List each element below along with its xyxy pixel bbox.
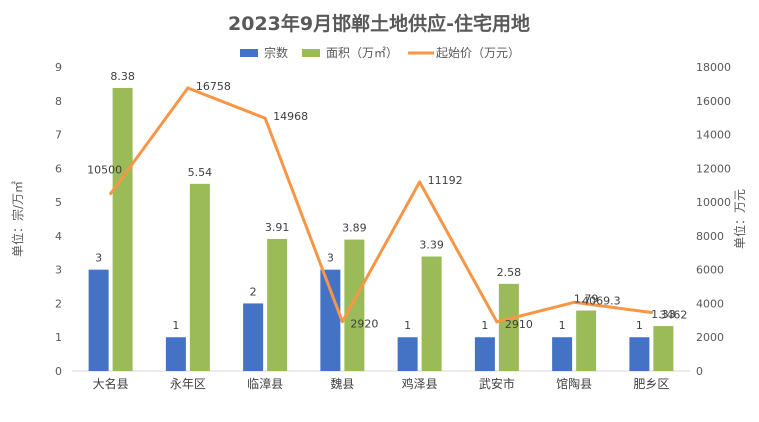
- area-data-label: 8.38: [110, 70, 135, 83]
- x-tick-label: 肥乡区: [633, 377, 669, 391]
- price-data-label: 16758: [196, 80, 231, 93]
- y-left-tick-label: 6: [55, 162, 62, 175]
- bar-area: [189, 183, 210, 371]
- y-left-tick-label: 7: [55, 129, 62, 142]
- y-left-tick-label: 3: [55, 264, 62, 277]
- price-point: [649, 311, 653, 315]
- bar-count: [397, 337, 418, 371]
- count-data-label: 2: [250, 285, 257, 298]
- bar-count: [629, 337, 650, 371]
- price-point: [263, 116, 267, 120]
- price-data-label: 2920: [350, 318, 378, 331]
- price-point: [495, 320, 499, 324]
- price-point: [572, 300, 576, 304]
- price-data-label: 11192: [428, 174, 463, 187]
- price-data-label: 4069.3: [582, 294, 621, 307]
- price-data-label: 3462: [659, 309, 687, 322]
- legend-swatch: [240, 49, 258, 57]
- y-right-tick-label: 10000: [696, 196, 731, 209]
- price-point: [340, 320, 344, 324]
- y-left-tick-label: 1: [55, 331, 62, 344]
- bars: [88, 87, 674, 371]
- y-right-axis-title: 单位：万元: [732, 189, 747, 249]
- y-left-tick-label: 2: [55, 297, 62, 310]
- price-data-label: 10500: [87, 164, 122, 177]
- y-right-tick-label: 4000: [696, 297, 724, 310]
- line-layer: [109, 86, 653, 324]
- area-data-label: 5.54: [188, 166, 213, 179]
- bar-count: [320, 269, 341, 371]
- x-tick-label: 武安市: [479, 376, 515, 391]
- area-data-label: 3.89: [342, 222, 367, 235]
- count-data-label: 1: [559, 319, 566, 332]
- legend-label: 宗数: [264, 45, 288, 60]
- bar-area: [576, 310, 597, 371]
- price-data-label: 14968: [273, 110, 308, 123]
- chart-title: 2023年9月邯郸土地供应-住宅用地: [228, 12, 530, 35]
- bar-count: [552, 337, 573, 371]
- x-tick-label: 大名县: [93, 376, 129, 391]
- count-data-label: 3: [327, 252, 334, 265]
- count-data-label: 1: [481, 319, 488, 332]
- count-data-label: 1: [404, 319, 411, 332]
- area-data-label: 1.79: [574, 293, 599, 306]
- bar-count: [88, 269, 109, 371]
- y-right-tick-label: 8000: [696, 230, 724, 243]
- y-left-tick-label: 0: [55, 365, 62, 378]
- legend-label: 起始价（万元）: [436, 46, 520, 60]
- y-right-tick-label: 18000: [696, 61, 731, 74]
- x-tick-label: 永年区: [170, 377, 206, 391]
- y-right-tick-label: 12000: [696, 162, 731, 175]
- y-left-tick-label: 9: [55, 61, 62, 74]
- y-left-tick-label: 8: [55, 95, 62, 108]
- price-point: [418, 180, 422, 184]
- legend-label: 面积（万㎡）: [326, 46, 398, 60]
- legend-swatch: [302, 49, 320, 57]
- area-data-label: 1.33: [651, 308, 676, 321]
- area-data-label: 3.39: [419, 238, 444, 251]
- x-tick-label: 馆陶县: [556, 376, 592, 391]
- y-right-tick-label: 0: [696, 365, 703, 378]
- y-left-axis-title: 单位：宗/万㎡: [10, 181, 25, 257]
- count-data-label: 3: [95, 252, 102, 265]
- count-data-label: 1: [172, 319, 179, 332]
- bar-count: [243, 303, 264, 371]
- bar-count: [165, 337, 186, 371]
- area-data-label: 2.58: [497, 266, 522, 279]
- count-data-label: 1: [636, 319, 643, 332]
- bar-area: [498, 283, 519, 371]
- x-tick-label: 临漳县: [247, 376, 283, 391]
- y-right-tick-label: 6000: [696, 264, 724, 277]
- x-tick-label: 鸡泽县: [402, 376, 438, 391]
- bar-area: [653, 326, 674, 371]
- x-tick-label: 魏县: [330, 376, 354, 391]
- bar-area: [267, 238, 288, 371]
- data-labels: 3 1 2 3 1 1 1 1 8.38 5.54 3.91 3.89 3.39 2.58 1.79 1.33…: [87, 70, 687, 332]
- price-data-label: 2910: [505, 318, 533, 331]
- y-left-tick-label: 5: [55, 196, 62, 209]
- price-point: [109, 192, 113, 196]
- price-line: [109, 86, 652, 324]
- axes: 0123456789020004000600080001000012000140…: [10, 61, 747, 391]
- legend: 宗数 面积（万㎡） 起始价（万元）: [240, 45, 520, 60]
- y-right-tick-label: 14000: [696, 129, 731, 142]
- y-right-tick-label: 16000: [696, 95, 731, 108]
- area-data-label: 3.91: [265, 221, 290, 234]
- price-point: [186, 86, 190, 90]
- bar-area: [112, 87, 133, 371]
- bar-count: [474, 337, 495, 371]
- y-left-tick-label: 4: [55, 230, 62, 243]
- bar-area: [421, 256, 442, 371]
- y-right-tick-label: 2000: [696, 331, 724, 344]
- bar-area: [344, 239, 365, 371]
